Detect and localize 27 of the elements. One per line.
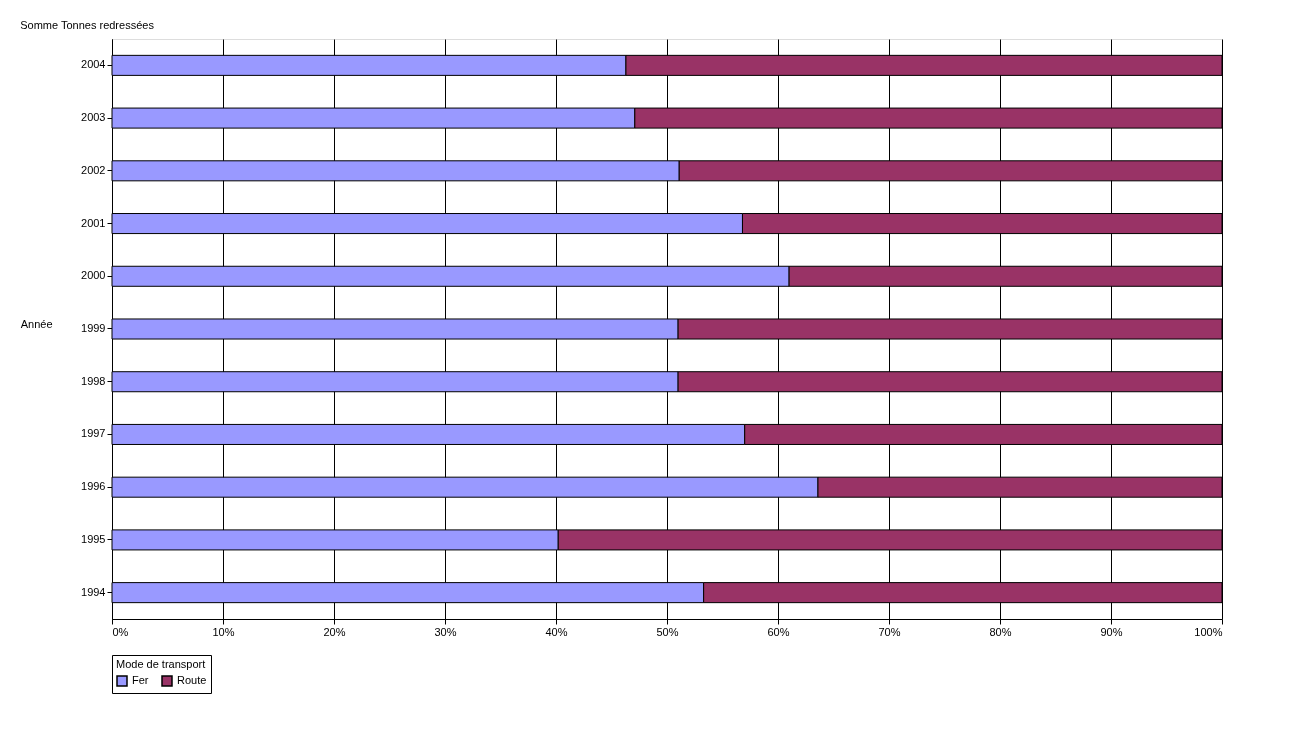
y-tick-label: 2000 [81,269,106,282]
y-tick-label: 1996 [81,480,106,493]
y-tick-label: 1998 [81,374,106,387]
legend-title: Mode de transport [116,658,206,670]
y-tick-label: 2004 [81,58,106,71]
x-tick-label: 60% [767,625,790,638]
y-tick-label: 1994 [81,585,106,598]
legend-label: Fer [132,674,149,686]
x-tick-label: 30% [434,625,457,638]
x-tick-label: 50% [656,625,679,638]
x-tick-label: 70% [878,625,901,638]
x-tick-label: 0% [112,625,129,638]
chart-title: Somme Tonnes redressées [20,19,155,31]
x-tick-label: 100% [1194,625,1223,638]
y-tick-label: 2002 [81,163,106,176]
y-tick-label: 2003 [81,111,106,124]
legend-label: Route [177,674,207,686]
y-tick-label: 1997 [81,427,106,440]
x-tick-label: 20% [323,625,346,638]
y-tick-label: 2001 [81,216,106,229]
x-tick-label: 10% [212,625,235,638]
x-tick-label: 40% [545,625,568,638]
x-tick-label: 80% [989,625,1012,638]
y-tick-label: 1995 [81,532,106,545]
y-tick-label: 1999 [81,322,106,334]
x-tick-label: 90% [1100,625,1123,638]
y-axis-title: Année [20,317,53,330]
